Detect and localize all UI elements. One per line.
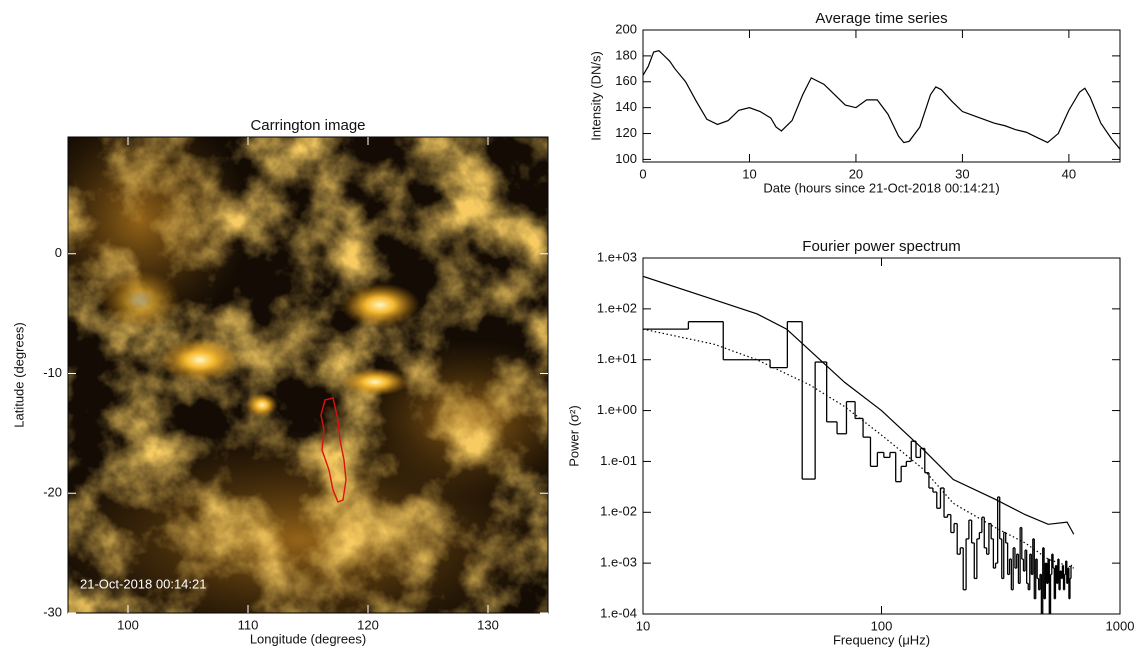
x-tick-label: 100 <box>117 617 139 632</box>
plot-area <box>643 275 1075 614</box>
x-axis-label: Longitude (degrees) <box>250 631 366 646</box>
data-line <box>643 275 1075 535</box>
x-tick-label: 1000 <box>1106 618 1135 633</box>
chart-title: Average time series <box>815 10 947 27</box>
plot-area <box>643 50 1120 150</box>
solar-image <box>68 137 548 613</box>
y-tick-label: 120 <box>615 125 637 140</box>
y-tick-label: 1.e-03 <box>600 555 637 570</box>
y-tick-label: 1.e+02 <box>597 300 637 315</box>
x-tick-label: 110 <box>238 617 259 632</box>
x-tick-label: 10 <box>636 618 650 633</box>
y-axis-label: Intensity (DN/s) <box>588 51 603 141</box>
x-tick-label: 130 <box>477 617 499 632</box>
x-tick-label: 10 <box>742 166 756 181</box>
y-tick-label: 1.e+00 <box>597 402 637 417</box>
y-tick-label: 140 <box>615 99 637 114</box>
data-line <box>643 50 1120 150</box>
y-tick-label: 180 <box>615 47 637 62</box>
image-annotation: 21-Oct-2018 00:14:21 <box>80 576 206 591</box>
x-tick-label: 30 <box>955 166 969 181</box>
y-tick-label: -20 <box>43 485 62 500</box>
y-tick-label: 1.e+01 <box>597 351 637 366</box>
y-tick-label: 1.e+03 <box>597 249 637 264</box>
y-tick-label: 0 <box>55 245 62 260</box>
x-tick-label: 20 <box>849 166 863 181</box>
y-tick-label: -30 <box>43 604 62 619</box>
x-axis-label: Frequency (μHz) <box>833 632 930 647</box>
step-connector <box>687 321 1072 614</box>
chart-title: Carrington image <box>250 117 365 134</box>
y-axis-label: Latitude (degrees) <box>11 322 26 428</box>
y-tick-label: 200 <box>615 21 637 36</box>
x-axis-label: Date (hours since 21-Oct-2018 00:14:21) <box>763 180 999 195</box>
x-tick-label: 40 <box>1062 166 1076 181</box>
x-tick-label: 0 <box>639 166 646 181</box>
region-contour <box>320 397 347 503</box>
y-axis-label: Power (σ²) <box>566 405 581 466</box>
y-tick-label: 1.e-04 <box>600 605 637 620</box>
y-tick-label: 1.e-02 <box>600 504 637 519</box>
plot-frame <box>67 136 549 614</box>
data-line <box>643 328 1074 569</box>
y-tick-label: 1.e-01 <box>600 453 637 468</box>
chart-title: Fourier power spectrum <box>802 238 960 255</box>
y-tick-label: 100 <box>615 151 637 166</box>
x-tick-label: 120 <box>357 617 379 632</box>
plot-frame <box>642 29 1121 163</box>
y-tick-label: -10 <box>43 365 62 380</box>
x-tick-label: 100 <box>871 618 893 633</box>
y-tick-label: 160 <box>615 73 637 88</box>
